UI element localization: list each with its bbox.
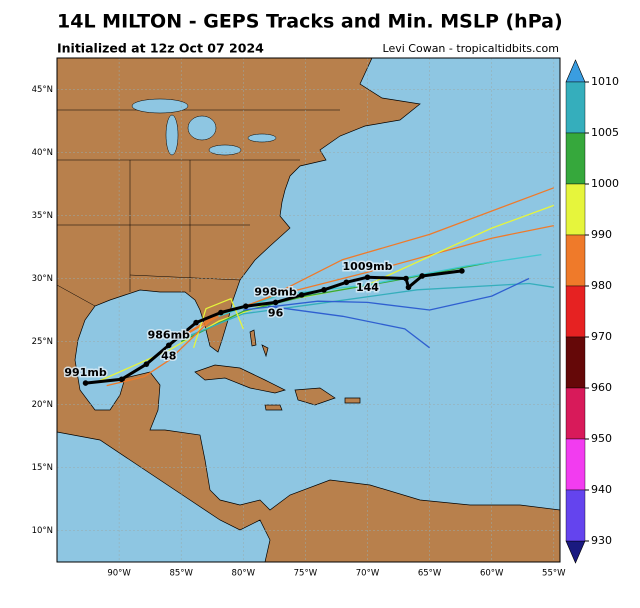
pressure-label: 991mb: [64, 366, 106, 379]
track-point: [193, 319, 199, 326]
lon-tick-label: 60°W: [480, 569, 504, 579]
pressure-label: 1009mb: [343, 260, 393, 273]
colorbar-label: 980: [591, 279, 612, 292]
colorbar-label: 1005: [591, 126, 619, 139]
colorbar-label: 1010: [591, 75, 619, 88]
lat-tick-label: 40°N: [32, 148, 53, 158]
lon-tick-label: 75°W: [294, 569, 318, 579]
hour-label: 48: [161, 349, 176, 362]
lon-tick-label: 65°W: [418, 569, 442, 579]
track-point: [459, 268, 465, 274]
lon-tick-label: 80°W: [232, 569, 256, 579]
puerto-rico: [344, 397, 361, 404]
ensemble-track: [106, 312, 219, 387]
ensemble-track: [268, 305, 430, 349]
lat-tick-label: 20°N: [32, 400, 53, 410]
lake: [187, 115, 217, 141]
colorbar-band: [565, 183, 586, 236]
cuba: [194, 364, 286, 394]
lon-tick-label: 90°W: [107, 569, 131, 579]
lat-tick-label: 15°N: [32, 463, 53, 473]
lake: [208, 144, 242, 156]
jamaica: [264, 404, 283, 411]
track-point: [218, 309, 224, 316]
track-point: [242, 303, 249, 310]
ensemble-track: [180, 282, 554, 340]
colorbar-label: 940: [591, 483, 612, 496]
north-america: [57, 58, 560, 562]
map-frame: [56, 57, 561, 563]
colorbar-label: 960: [591, 381, 612, 394]
ensemble-track: [192, 298, 244, 348]
hour-label: 96: [268, 306, 284, 319]
subtitle: Initialized at 12z Oct 07 2024: [57, 41, 264, 56]
track-point: [82, 380, 89, 386]
mean-track: [85, 269, 463, 385]
track-point: [419, 273, 425, 279]
lon-tick-label: 55°W: [542, 569, 566, 579]
track-point: [405, 284, 412, 291]
pressure-label: 998mb: [254, 285, 296, 298]
colorbar-band: [565, 438, 586, 491]
lat-tick-label: 10°N: [32, 526, 53, 536]
ensemble-track: [243, 277, 530, 311]
colorbar: 1010 1005 1000 990 980 970 960 950 940 930: [565, 75, 619, 547]
track-point: [321, 287, 327, 293]
colorbar-band: [565, 285, 586, 338]
track-point: [343, 279, 350, 286]
plot: [57, 58, 560, 562]
credit: Levi Cowan - tropicaltidbits.com: [383, 42, 559, 55]
track-point: [272, 299, 279, 306]
land: [57, 58, 560, 562]
track-point: [118, 376, 125, 383]
colorbar-label: 1000: [591, 177, 619, 190]
colorbar-label: 970: [591, 330, 612, 343]
track-point: [298, 292, 305, 298]
colorbar-band: [565, 489, 586, 542]
lat-tick-label: 35°N: [32, 211, 53, 221]
colorbar-band: [565, 132, 586, 185]
colorbar-band: [565, 336, 586, 389]
hour-label: 144: [356, 281, 379, 294]
borders: [57, 109, 340, 307]
title: 14L MILTON - GEPS Tracks and Min. MSLP (…: [57, 11, 563, 33]
lon-tick-label: 70°W: [356, 569, 380, 579]
lake: [131, 98, 189, 114]
lat-tick-label: 45°N: [32, 85, 53, 95]
hispaniola: [294, 387, 336, 406]
lat-tick-label: 25°N: [32, 337, 53, 347]
track-point: [143, 361, 150, 367]
colorbar-bottom-arrow: [565, 540, 586, 564]
lake: [247, 133, 277, 143]
track-point: [403, 275, 409, 282]
colorbar-band: [565, 234, 586, 287]
bahamas: [249, 329, 269, 358]
track-point: [165, 342, 172, 349]
ensemble-track: [168, 224, 554, 345]
lat-tick-label: 30°N: [32, 274, 53, 284]
track-point: [364, 274, 371, 281]
ensemble-track: [218, 253, 542, 317]
colorbar-band: [565, 387, 586, 440]
lon-tick-label: 85°W: [169, 569, 193, 579]
lake: [165, 114, 179, 156]
colorbar-label: 930: [591, 534, 612, 547]
pressure-label: 986mb: [148, 328, 190, 341]
colorbar-top-arrow: [565, 59, 586, 83]
colorbar-label: 990: [591, 228, 612, 241]
colorbar-band: [565, 81, 586, 134]
colorbar-label: 950: [591, 432, 612, 445]
